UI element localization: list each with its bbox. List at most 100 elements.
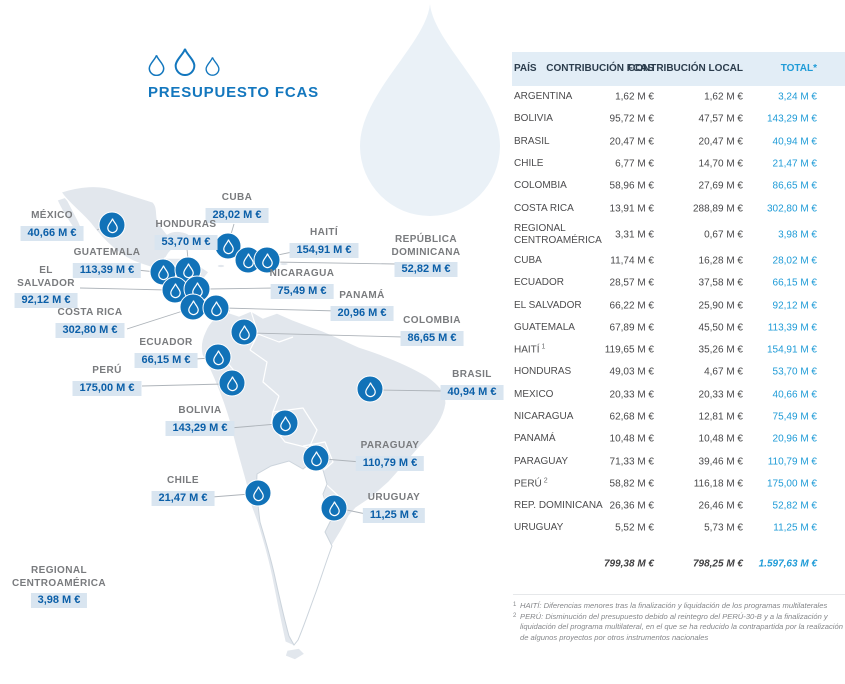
country-name: URUGUAY: [367, 492, 421, 503]
table-row: EL SALVADOR 66,22 M € 25,90 M € 92,12 M €: [512, 294, 845, 316]
map-marker-ecuador: [204, 343, 232, 371]
table-row: COLOMBIA 58,96 M € 27,69 M € 86,65 M €: [512, 175, 845, 197]
row-country: URUGUAY: [514, 522, 564, 534]
row-country: HONDURAS: [514, 366, 572, 378]
row-total: 40,94 M €: [772, 136, 817, 148]
row-total: 66,15 M €: [772, 277, 817, 289]
country-name: EL SALVADOR: [17, 265, 75, 289]
drop-icon: [205, 57, 220, 76]
map-label-panama: PANAMÁ 20,96 M €: [330, 290, 394, 321]
row-local: 47,57 M €: [698, 113, 743, 125]
budget-value-chip: 92,12 M €: [14, 293, 78, 308]
map-puerto-rico: [278, 261, 290, 267]
row-local: 39,46 M €: [698, 456, 743, 468]
country-name: REPÚBLICA DOMINICANA: [391, 234, 461, 258]
row-local: 26,46 M €: [698, 500, 743, 512]
budget-value-chip: 40,66 M €: [20, 225, 84, 241]
row-country: ECUADOR: [514, 277, 565, 289]
map-label-guatemala: GUATEMALA 113,39 M €: [72, 247, 142, 278]
table-row: PARAGUAY 71,33 M € 39,46 M € 110,79 M €: [512, 450, 845, 472]
footnote-mark: 1: [513, 602, 517, 608]
drop-icon: [261, 252, 273, 268]
row-fcas: 10,48 M €: [609, 433, 654, 445]
table-row: MEXICO 20,33 M € 20,33 M € 40,66 M €: [512, 384, 845, 406]
country-name: MÉXICO: [31, 210, 73, 221]
table-row: REGIONAL CENTROAMÉRICA 3,31 M € 0,67 M € 3,…: [512, 220, 845, 250]
row-country: PERÚ 2: [514, 477, 548, 490]
drop-icon: [252, 485, 264, 501]
table-row: COSTA RICA 13,91 M € 288,89 M € 302,80 M €: [512, 197, 845, 219]
table-row: ECUADOR 28,57 M € 37,58 M € 66,15 M €: [512, 272, 845, 294]
map-marker-peru: [218, 369, 246, 397]
row-fcas: 58,82 M €: [609, 478, 654, 490]
row-country: EL SALVADOR: [514, 299, 582, 311]
map-label-colombia: COLOMBIA 86,65 M €: [400, 315, 464, 346]
country-name: PANAMÁ: [339, 290, 385, 301]
row-fcas: 20,47 M €: [609, 136, 654, 148]
row-local: 14,70 M €: [698, 158, 743, 170]
row-fcas: 11,74 M €: [610, 255, 654, 267]
row-local: 45,50 M €: [698, 322, 743, 334]
budget-value-chip: 52,82 M €: [394, 262, 458, 277]
row-fcas: 20,33 M €: [609, 389, 654, 401]
map-label-brasil: BRASIL 40,94 M €: [440, 369, 504, 400]
map-argentina: [256, 460, 333, 646]
row-local: 5,73 M €: [704, 522, 743, 534]
water-drop-decoration: [360, 4, 500, 217]
map-label-chile: CHILE 21,47 M €: [151, 475, 215, 506]
budget-value-chip: 28,02 M €: [205, 207, 269, 223]
header-contribucion-local: CONTRIBUCIÓN LOCAL: [628, 62, 743, 74]
row-country: GUATEMALA: [514, 321, 575, 333]
row-total: 302,80 M €: [766, 203, 817, 215]
map-label-el-salvador: EL SALVADOR 92,12 M €: [14, 265, 78, 308]
page-title: PRESUPUESTO FCAS: [148, 84, 319, 101]
map-marker-mexico: [98, 211, 126, 239]
header-contribucion-fcas: CONTRIBUCIÓN FCAS: [546, 62, 654, 74]
country-name: REGIONAL CENTROAMÉRICA: [11, 565, 107, 589]
row-country: REGIONAL CENTROAMÉRICA: [514, 222, 602, 246]
drop-icon: [279, 415, 291, 431]
row-country: REP. DOMINICANA: [514, 500, 603, 512]
table-row: HAITÍ 1 119,65 M € 35,26 M € 154,91 M €: [512, 339, 845, 361]
row-country: HAITÍ 1: [514, 343, 546, 356]
row-fcas: 62,68 M €: [609, 411, 654, 423]
row-local: 4,67 M €: [704, 366, 743, 378]
budget-value-chip: 21,47 M €: [151, 490, 215, 506]
row-country: BRASIL: [514, 135, 550, 147]
drop-icon: [226, 375, 238, 391]
map-marker-bolivia: [271, 409, 299, 437]
row-country: BOLIVIA: [514, 113, 553, 125]
table-row: BOLIVIA 95,72 M € 47,57 M € 143,29 M €: [512, 108, 845, 130]
budget-value-chip: 86,65 M €: [400, 330, 464, 346]
drop-icon: [212, 349, 224, 365]
country-name: CHILE: [166, 475, 199, 486]
map-label-mexico: MÉXICO 40,66 M €: [20, 210, 84, 241]
drop-icon: [310, 450, 322, 466]
footnote-text: PERÚ: Disminución del presupuesto debido…: [520, 611, 843, 642]
row-country: PARAGUAY: [514, 455, 569, 467]
row-fcas: 5,52 M €: [615, 522, 654, 534]
row-total: 28,02 M €: [772, 255, 817, 267]
map-jamaica: [216, 263, 226, 269]
row-fcas: 58,96 M €: [609, 180, 654, 192]
country-name: COLOMBIA: [403, 315, 461, 326]
budget-value-chip: 3,98 M €: [30, 593, 88, 608]
row-total: 110,79 M €: [767, 456, 817, 468]
drop-icon: [174, 48, 196, 76]
table-row: NICARAGUA 62,68 M € 12,81 M € 75,49 M €: [512, 406, 845, 428]
table-row: REP. DOMINICANA 26,36 M € 26,46 M € 52,82 M…: [512, 495, 845, 517]
row-local: 37,58 M €: [698, 277, 743, 289]
row-country: CUBA: [514, 254, 542, 266]
map-marker-uruguay: [320, 494, 348, 522]
budget-value-chip: 302,80 M €: [55, 322, 125, 338]
row-fcas: 13,91 M €: [609, 203, 654, 215]
country-name: PARAGUAY: [360, 440, 420, 451]
country-name: NICARAGUA: [269, 268, 335, 279]
row-total: 3,24 M €: [778, 91, 817, 103]
row-local: 27,69 M €: [698, 180, 743, 192]
map-label-costa-rica: COSTA RICA 302,80 M €: [55, 307, 125, 338]
row-local: 20,47 M €: [698, 136, 743, 148]
country-name: COSTA RICA: [57, 307, 123, 318]
map-label-cuba: CUBA 28,02 M €: [205, 192, 269, 223]
country-name: GUATEMALA: [73, 247, 141, 258]
